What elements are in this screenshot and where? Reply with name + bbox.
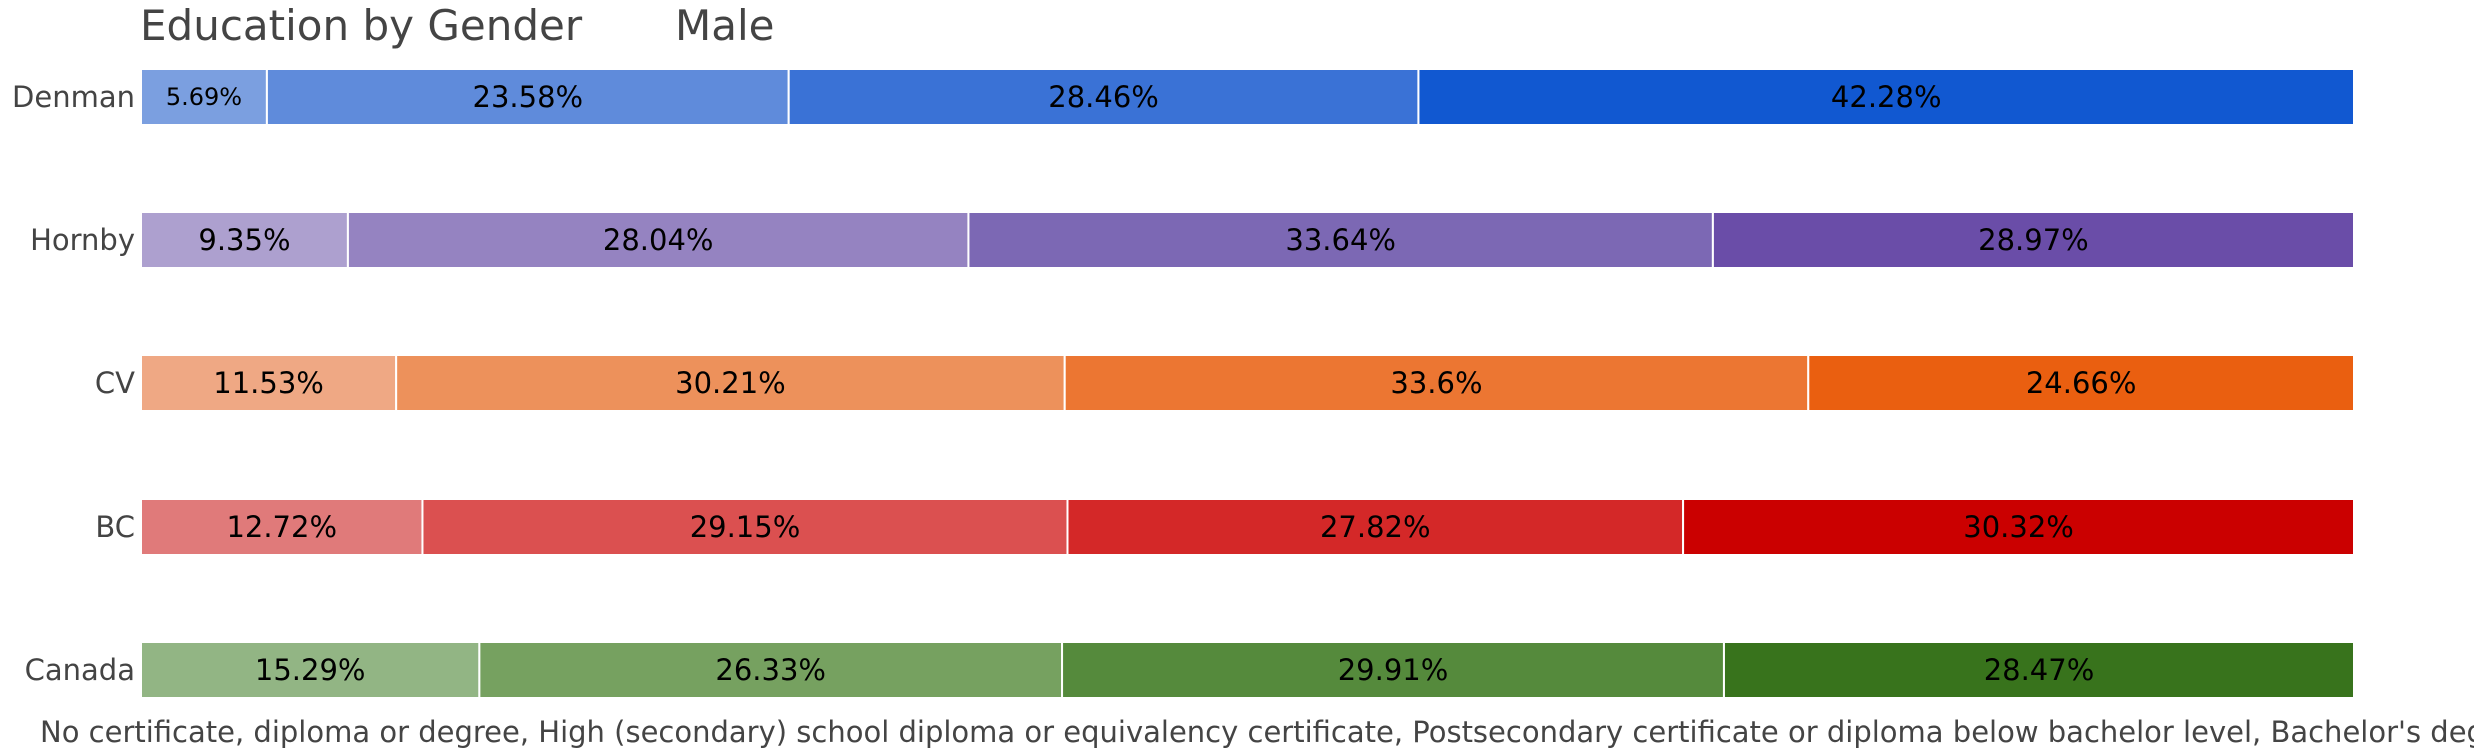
chart-title: Education by Gender — [140, 1, 583, 50]
bar-denman-segment-1 — [140, 68, 268, 126]
bar-hornby-segment-2 — [346, 211, 970, 269]
bar-denman-segment-4 — [1417, 68, 2355, 126]
bar-denman-segment-2 — [265, 68, 790, 126]
data-label-hornby-2: 28.04% — [603, 223, 714, 257]
data-label-denman-4: 42.28% — [1831, 80, 1942, 114]
data-label-bc-3: 27.82% — [1320, 510, 1431, 544]
data-label-hornby-4: 28.97% — [1978, 223, 2089, 257]
bar-canada-segment-3 — [1061, 641, 1725, 699]
bar-bc-segment-1 — [140, 498, 424, 556]
bar-canada-segment-1 — [140, 641, 481, 699]
data-label-cv-2: 30.21% — [675, 366, 786, 400]
data-label-bc-4: 30.32% — [1963, 510, 2074, 544]
bar-canada-segment-2 — [478, 641, 1064, 699]
bars-group: Denman 5.69% 23.58% 28.46% 42.28% Hornby 9.35%… — [12, 68, 2355, 699]
bar-canada-segment-4 — [1722, 641, 2355, 699]
bar-hornby-segment-4 — [1711, 211, 2355, 269]
data-label-denman-2: 23.58% — [473, 80, 584, 114]
data-label-hornby-1: 9.35% — [198, 223, 290, 257]
category-label-canada: Canada — [25, 653, 135, 687]
data-label-cv-1: 11.53% — [213, 366, 324, 400]
data-label-bc-2: 29.15% — [690, 510, 801, 544]
category-label-hornby: Hornby — [30, 223, 135, 257]
bar-hornby-segment-3 — [967, 211, 1714, 269]
data-label-canada-2: 26.33% — [715, 653, 826, 687]
data-label-canada-1: 15.29% — [255, 653, 366, 687]
data-label-bc-1: 12.72% — [226, 510, 337, 544]
bar-cv-segment-4 — [1807, 354, 2355, 412]
bar-bc-segment-2 — [421, 498, 1069, 556]
bar-hornby-segment-1 — [140, 211, 349, 269]
data-label-canada-3: 29.91% — [1338, 653, 1449, 687]
category-label-cv: CV — [95, 366, 135, 400]
bar-denman-segment-3 — [787, 68, 1420, 126]
data-label-denman-3: 28.46% — [1048, 80, 1159, 114]
category-label-denman: Denman — [12, 80, 135, 114]
data-label-hornby-3: 33.64% — [1285, 223, 1396, 257]
data-label-cv-4: 24.66% — [2026, 366, 2137, 400]
bar-cv-segment-1 — [140, 354, 398, 412]
data-label-denman-1: 5.69% — [166, 83, 242, 111]
bar-bc-segment-4 — [1682, 498, 2355, 556]
category-label-bc: BC — [95, 510, 135, 544]
chart-subtitle: Male — [675, 1, 774, 50]
data-label-canada-4: 28.47% — [1984, 653, 2095, 687]
data-label-cv-3: 33.6% — [1390, 366, 1482, 400]
x-axis-label: No certificate, diploma or degree, High … — [40, 715, 2474, 749]
bar-cv-segment-2 — [395, 354, 1066, 412]
